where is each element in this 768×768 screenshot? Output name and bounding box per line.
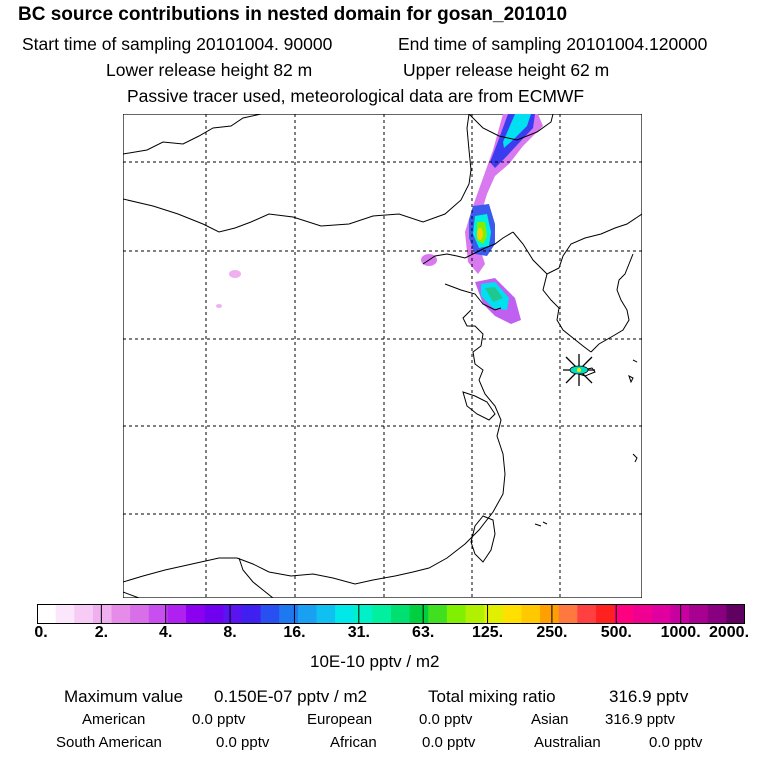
region-name-south-american: South American [56, 734, 162, 751]
color-scale-cell [37, 604, 57, 624]
map-panel [123, 114, 642, 598]
color-scale-cell [502, 604, 522, 624]
color-scale-cell [111, 604, 131, 624]
color-scale-cell [670, 604, 690, 624]
color-scale-tick-label: 2. [94, 624, 109, 641]
region-value-australian: 0.0 pptv [649, 734, 703, 751]
max-value: 0.150E-07 pptv / m2 [214, 687, 368, 706]
plume-overlay [216, 114, 543, 324]
color-scale-cell [74, 604, 94, 624]
color-scale-cell [521, 604, 541, 624]
region-name-african: African [330, 734, 377, 751]
color-scale-cell [55, 604, 75, 624]
color-scale-cell [540, 604, 560, 624]
color-scale-cell [148, 604, 168, 624]
region-value-asian: 316.9 pptv [605, 711, 676, 728]
color-scale-cell [223, 604, 243, 624]
color-scale-cell [726, 604, 745, 624]
region-name-american: American [82, 711, 146, 728]
region-value-south-american: 0.0 pptv [216, 734, 270, 751]
color-scale-cell [577, 604, 597, 624]
color-scale-cell [241, 604, 262, 624]
color-scale-tick-label: 2000. [708, 624, 750, 641]
tracer-note: Passive tracer used, meteorological data… [127, 86, 585, 106]
color-scale-cell [446, 604, 467, 624]
color-scale-cell [633, 604, 653, 624]
color-scale-tick-label: 4. [159, 624, 173, 641]
color-scale-cell [428, 604, 448, 624]
color-scale-cell [707, 604, 727, 624]
color-scale-cell [204, 604, 224, 624]
map-title: BC source contributions in nested domain… [18, 4, 568, 25]
color-scale-tick-label: 16. [283, 624, 306, 641]
total-mixing-label: Total mixing ratio [428, 687, 556, 706]
color-scale-cell [316, 604, 336, 624]
color-scale-cell [614, 604, 634, 624]
max-value-label: Maximum value [64, 687, 184, 706]
color-scale-tick-label: 31. [347, 624, 370, 641]
color-scale-tick-label: 8. [223, 624, 237, 641]
upper-release-label: Upper release height 62 m [403, 60, 610, 80]
color-scale-cell [297, 604, 317, 624]
start-time-label: Start time of sampling 20101004. 90000 [22, 34, 333, 54]
lower-release-label: Lower release height 82 m [106, 60, 313, 80]
color-scale-cell [558, 604, 578, 624]
color-scale-bar [37, 604, 745, 624]
region-value-american: 0.0 pptv [192, 711, 246, 728]
color-scale-cell [465, 604, 485, 624]
color-scale-cell [689, 604, 709, 624]
color-scale-cell [130, 604, 150, 624]
region-name-asian: Asian [531, 711, 569, 728]
color-scale-cell [260, 604, 280, 624]
color-scale-cell [186, 604, 206, 624]
color-scale-cell [92, 604, 113, 624]
color-scale-cell [409, 604, 429, 624]
color-scale-cell [484, 604, 504, 624]
end-time-label: End time of sampling 20101004.120000 [398, 34, 708, 54]
color-scale-tick-label: 250. [536, 624, 568, 641]
receptor-marker-icon [563, 354, 595, 386]
color-scale-tick-label: 63. [412, 624, 435, 641]
color-scale-cell [353, 604, 373, 624]
color-scale-cell [335, 604, 355, 624]
map-frame [123, 114, 642, 598]
lat-lon-grid [123, 114, 642, 598]
region-name-european: European [307, 711, 373, 728]
color-scale-tick-label: 1000. [660, 624, 701, 641]
color-scale-units: 10E-10 pptv / m2 [310, 652, 440, 671]
color-scale-cell [372, 604, 392, 624]
color-scale-tick-label: 125. [471, 624, 504, 641]
total-mixing-value: 316.9 pptv [609, 687, 689, 706]
color-scale-tick-label: 500. [600, 624, 632, 641]
color-scale-cell [651, 604, 671, 624]
region-value-european: 0.0 pptv [419, 711, 473, 728]
color-scale-cell [595, 604, 616, 624]
region-name-australian: Australian [534, 734, 601, 751]
region-value-african: 0.0 pptv [422, 734, 476, 751]
color-scale-cell [167, 604, 187, 624]
color-scale-cell [279, 604, 299, 624]
coastlines [123, 114, 642, 598]
color-scale-cell [391, 604, 411, 624]
color-scale-tick-label: 0. [34, 624, 48, 641]
